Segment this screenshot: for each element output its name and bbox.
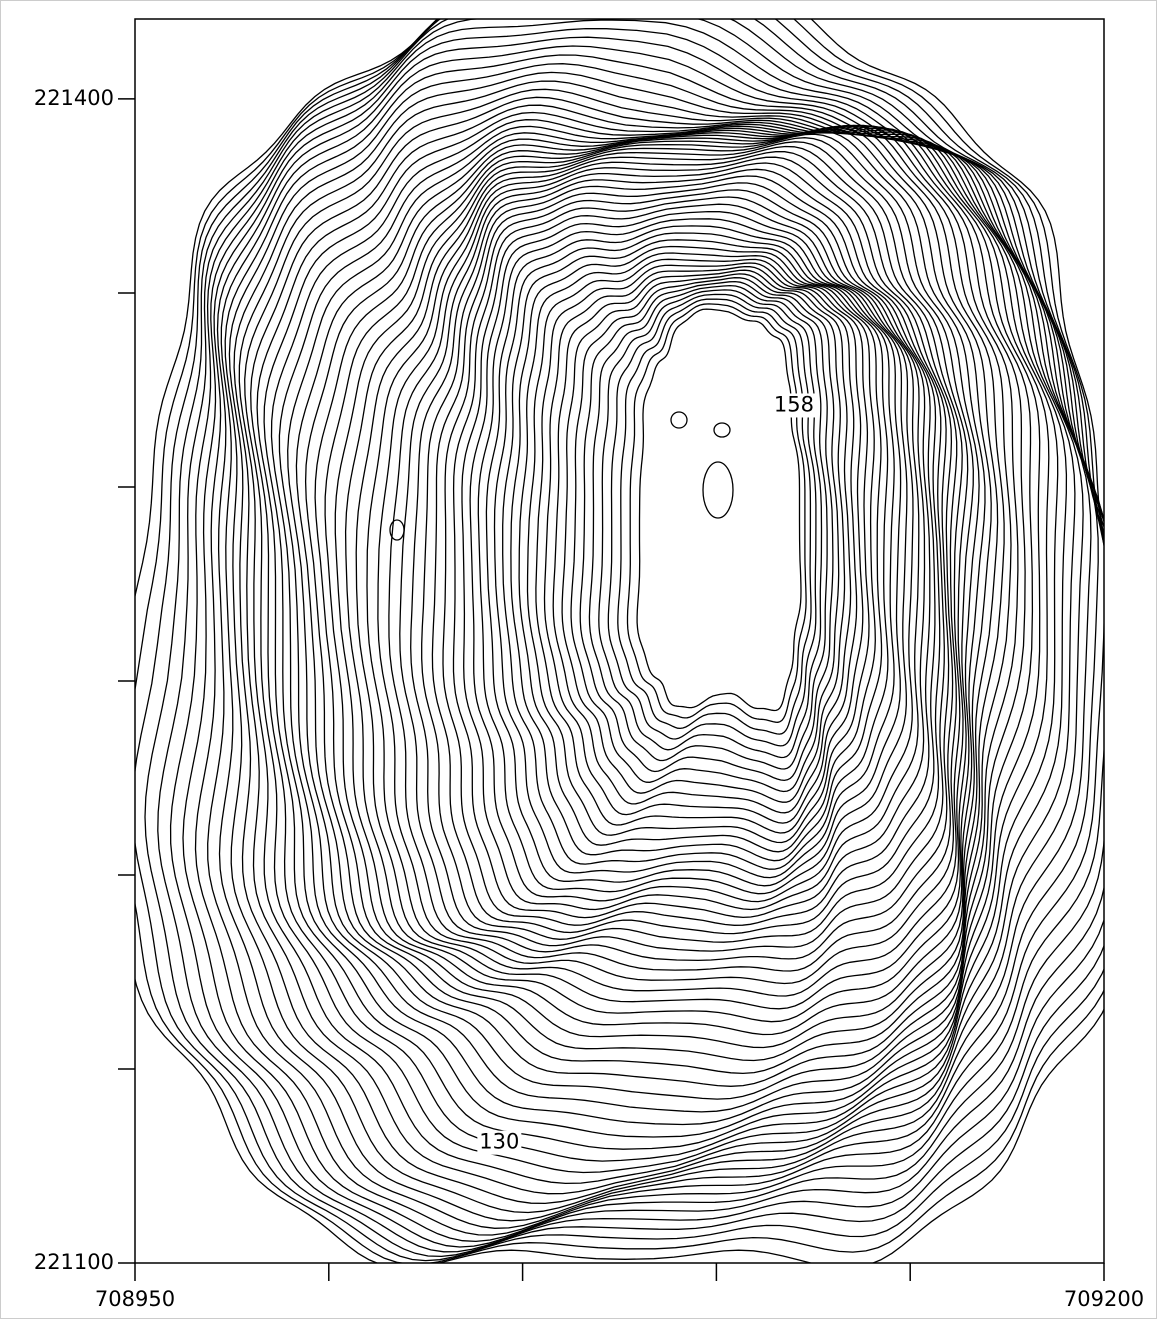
contour-line	[536, 263, 863, 833]
y-tick-label: 221400	[34, 86, 114, 110]
x-tick-label: 709200	[1064, 1287, 1144, 1311]
contour-label: 130	[479, 1130, 519, 1154]
contour-line	[528, 259, 870, 842]
contour-line	[367, 147, 962, 997]
y-tick-label: 221100	[34, 1250, 114, 1274]
contour-lines	[107, 0, 1143, 1268]
contour-line	[443, 190, 930, 925]
contour-line	[714, 423, 730, 437]
contour-line	[495, 233, 895, 878]
x-tick-label: 708950	[95, 1287, 175, 1311]
contour-line	[234, 72, 1075, 1193]
contour-line	[580, 282, 833, 781]
contour-line	[599, 290, 822, 758]
contour-line	[553, 270, 850, 813]
contour-line	[145, 0, 1132, 1256]
contour-map: 221100 221400 708950 709200 130 158	[0, 0, 1157, 1319]
contour-line	[703, 462, 733, 518]
contour-line	[183, 20, 1118, 1241]
contour-line	[628, 304, 807, 722]
contour-line	[400, 163, 949, 960]
contour-line	[637, 309, 801, 710]
page-border	[1, 1, 1157, 1319]
contour-line	[671, 412, 687, 428]
contour-line	[239, 81, 1066, 1183]
contour-line	[279, 125, 1018, 1112]
contour-label: 158	[774, 392, 814, 416]
contour-line	[264, 113, 1032, 1138]
